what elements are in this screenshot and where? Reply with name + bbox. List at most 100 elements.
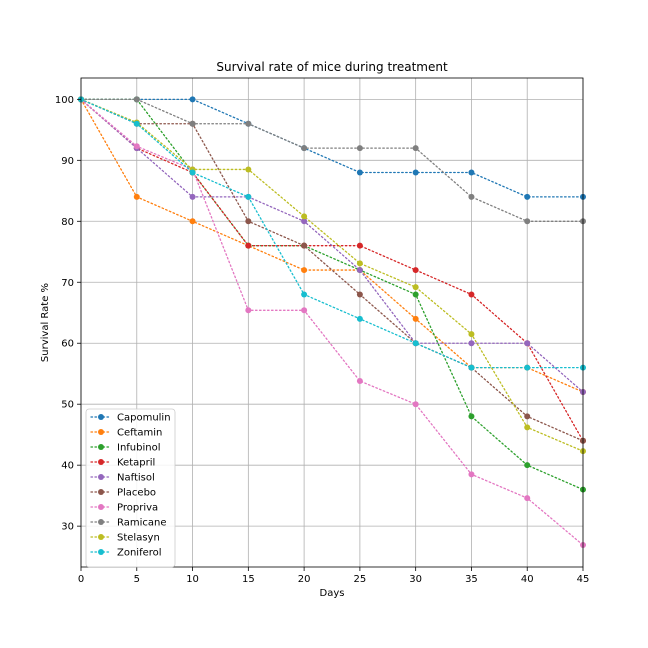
data-point xyxy=(301,307,308,314)
legend-marker xyxy=(98,489,104,495)
legend: Capomulin Ceftamin Infubinol Ketapril Naftis… xyxy=(85,408,176,568)
series-lines xyxy=(78,96,586,549)
data-point xyxy=(412,315,419,322)
y-tick-label: 60 xyxy=(61,339,74,350)
legend-label: Capomulin xyxy=(117,413,171,424)
data-point xyxy=(356,145,363,152)
data-point xyxy=(245,242,252,249)
legend-label: Stelasyn xyxy=(117,533,160,544)
data-point xyxy=(524,340,531,347)
data-point xyxy=(524,218,531,225)
data-point xyxy=(356,378,363,385)
series-line xyxy=(80,98,584,222)
data-point xyxy=(524,495,531,502)
y-axis-label: Survival Rate % xyxy=(40,283,51,362)
data-point xyxy=(524,413,531,420)
legend-item: Capomulin xyxy=(90,413,171,424)
y-tick-label: 90 xyxy=(61,156,74,167)
x-tick-label: 45 xyxy=(577,574,590,585)
x-axis-label: Days xyxy=(320,588,345,599)
axis-ticks: 0 5 10 15 20 25 30 35 40 45 30 40 50 60 70 80 90 100 xyxy=(55,95,589,585)
y-tick-label: 30 xyxy=(61,522,74,533)
legend-marker xyxy=(98,519,104,525)
legend-marker xyxy=(98,429,104,435)
data-point xyxy=(412,169,419,176)
data-point xyxy=(468,169,475,176)
legend-box xyxy=(85,408,176,568)
data-point xyxy=(524,364,531,371)
series-line xyxy=(80,98,584,546)
legend-marker xyxy=(98,549,104,555)
data-point xyxy=(133,120,140,127)
data-point xyxy=(468,364,475,371)
data-point xyxy=(189,169,196,176)
data-point xyxy=(189,218,196,225)
legend-label: Ceftamin xyxy=(117,428,162,439)
legend-marker xyxy=(98,504,104,510)
x-tick-label: 40 xyxy=(521,574,534,585)
x-tick-label: 25 xyxy=(354,574,367,585)
legend-label: Ketapril xyxy=(117,458,155,469)
data-point xyxy=(245,218,252,225)
x-tick-label: 0 xyxy=(78,574,84,585)
data-point xyxy=(133,193,140,200)
data-point xyxy=(301,218,308,225)
data-point xyxy=(133,96,140,103)
data-point xyxy=(356,242,363,249)
series-line xyxy=(80,98,584,393)
data-point xyxy=(356,260,363,267)
y-tick-label: 50 xyxy=(61,400,74,411)
data-point xyxy=(468,413,475,420)
y-tick-label: 80 xyxy=(61,217,74,228)
series-line xyxy=(80,98,584,452)
data-point xyxy=(468,331,475,338)
legend-marker xyxy=(98,474,104,480)
x-tick-label: 10 xyxy=(186,574,199,585)
legend-item: Placebo xyxy=(90,488,156,499)
data-point xyxy=(468,291,475,298)
data-point xyxy=(245,120,252,127)
data-point xyxy=(133,143,140,150)
legend-marker xyxy=(98,414,104,420)
legend-marker xyxy=(98,534,104,540)
legend-item: Stelasyn xyxy=(90,533,160,544)
series-stelasyn xyxy=(78,96,586,455)
legend-item: Propriva xyxy=(90,503,158,514)
data-point xyxy=(356,267,363,274)
data-point xyxy=(412,340,419,347)
legend-marker xyxy=(98,459,104,465)
series-line xyxy=(80,98,584,491)
data-point xyxy=(245,193,252,200)
data-point xyxy=(301,213,308,220)
data-point xyxy=(245,166,252,173)
x-tick-label: 20 xyxy=(298,574,311,585)
data-point xyxy=(412,267,419,274)
series-line xyxy=(80,98,584,369)
legend-label: Naftisol xyxy=(117,473,155,484)
data-point xyxy=(189,120,196,127)
data-point xyxy=(245,307,252,314)
legend-label: Zoniferol xyxy=(117,548,162,559)
legend-label: Propriva xyxy=(117,503,158,514)
data-point xyxy=(468,471,475,478)
x-tick-label: 35 xyxy=(465,574,478,585)
y-tick-label: 70 xyxy=(61,278,74,289)
data-point xyxy=(524,424,531,431)
x-tick-label: 30 xyxy=(409,574,422,585)
y-tick-label: 40 xyxy=(61,461,74,472)
legend-label: Ramicane xyxy=(117,518,167,529)
legend-item: Ramicane xyxy=(90,518,167,529)
legend-label: Placebo xyxy=(117,488,156,499)
data-point xyxy=(189,193,196,200)
chart-title: Survival rate of mice during treatment xyxy=(216,60,448,74)
legend-item: Ketapril xyxy=(90,458,155,469)
series-line xyxy=(80,98,584,442)
legend-item: Infubinol xyxy=(90,443,161,454)
data-point xyxy=(412,145,419,152)
legend-label: Infubinol xyxy=(117,443,161,454)
data-point xyxy=(301,242,308,249)
legend-item: Naftisol xyxy=(90,473,155,484)
data-point xyxy=(301,267,308,274)
data-point xyxy=(412,284,419,291)
data-point xyxy=(356,315,363,322)
